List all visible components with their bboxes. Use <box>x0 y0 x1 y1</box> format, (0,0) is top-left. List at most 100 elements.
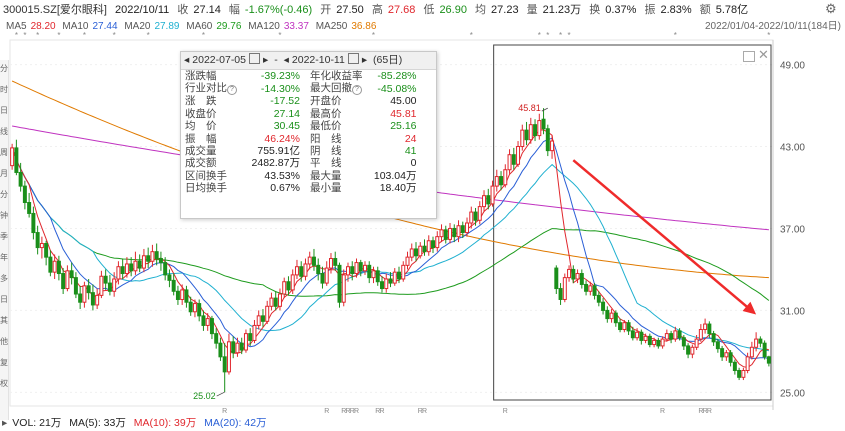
candle[interactable] <box>129 263 134 272</box>
candle[interactable] <box>732 361 737 371</box>
period-tab[interactable]: 分 <box>0 190 8 199</box>
candle[interactable] <box>660 338 665 347</box>
candle[interactable] <box>613 312 618 324</box>
candle[interactable] <box>694 338 699 348</box>
event-marker-icon[interactable]: * <box>278 31 281 40</box>
candle[interactable] <box>56 260 61 275</box>
candle[interactable] <box>588 285 593 292</box>
candle[interactable] <box>201 315 206 326</box>
candle[interactable] <box>749 346 754 358</box>
period-tab[interactable]: 权 <box>0 379 8 388</box>
candle[interactable] <box>18 171 23 187</box>
candle[interactable] <box>175 290 180 300</box>
candle[interactable] <box>265 305 270 322</box>
candle[interactable] <box>550 140 555 152</box>
candle[interactable] <box>341 274 346 303</box>
event-marker-icon[interactable]: * <box>57 31 60 40</box>
period-tab[interactable]: 复 <box>0 358 8 367</box>
candle[interactable] <box>82 285 87 303</box>
candle[interactable] <box>707 323 712 335</box>
candle[interactable] <box>22 185 27 204</box>
candle[interactable] <box>443 229 448 240</box>
candle[interactable] <box>431 240 436 249</box>
candle[interactable] <box>516 146 521 165</box>
candle[interactable] <box>345 266 350 276</box>
event-marker-icon[interactable]: * <box>113 31 116 40</box>
popup-next-icon[interactable]: ▸ <box>263 54 269 66</box>
candle[interactable] <box>452 227 457 238</box>
rights-marker-icon[interactable]: R <box>354 408 359 415</box>
candle[interactable] <box>375 270 380 283</box>
period-tab[interactable]: 周 <box>0 148 8 157</box>
candle[interactable] <box>494 176 499 187</box>
candle[interactable] <box>528 124 533 141</box>
candle[interactable] <box>209 318 214 335</box>
popup-end-date[interactable]: 2022-10-11 <box>291 54 345 66</box>
candle[interactable] <box>741 369 746 378</box>
candle[interactable] <box>171 279 176 292</box>
candle[interactable] <box>137 260 142 269</box>
candle[interactable] <box>218 342 223 358</box>
candle[interactable] <box>48 256 53 273</box>
candle[interactable] <box>460 225 465 234</box>
candle[interactable] <box>426 240 431 253</box>
candle[interactable] <box>260 315 265 322</box>
candle[interactable] <box>222 356 227 373</box>
candle[interactable] <box>303 263 308 277</box>
period-tab[interactable]: 时 <box>0 85 8 94</box>
candle[interactable] <box>643 335 648 341</box>
candle[interactable] <box>14 147 19 173</box>
candle[interactable] <box>61 273 66 290</box>
period-tab[interactable]: 线 <box>0 127 8 136</box>
event-marker-icon[interactable]: * <box>147 31 150 40</box>
period-tab[interactable]: 季 <box>0 232 8 241</box>
candle[interactable] <box>337 264 342 303</box>
candle[interactable] <box>698 329 703 340</box>
candle[interactable] <box>469 211 474 224</box>
candle[interactable] <box>669 333 674 340</box>
candle[interactable] <box>592 285 597 296</box>
candle[interactable] <box>99 275 104 296</box>
candle[interactable] <box>405 256 410 266</box>
event-marker-icon[interactable]: * <box>538 31 541 40</box>
period-tab[interactable]: 钟 <box>0 211 8 220</box>
candle[interactable] <box>363 264 367 272</box>
candle[interactable] <box>35 232 40 249</box>
candle[interactable] <box>269 297 274 307</box>
candle[interactable] <box>154 251 159 260</box>
period-tab[interactable]: 其 <box>0 316 8 325</box>
event-marker-icon[interactable]: * <box>372 31 375 40</box>
candle[interactable] <box>10 147 15 167</box>
period-tab[interactable]: 年 <box>0 253 8 262</box>
candle[interactable] <box>596 294 601 303</box>
candle[interactable] <box>380 281 384 290</box>
candle[interactable] <box>562 277 567 300</box>
candle[interactable] <box>243 333 248 351</box>
candle[interactable] <box>150 251 155 262</box>
candle[interactable] <box>584 283 589 292</box>
candle[interactable] <box>482 195 487 208</box>
candle[interactable] <box>286 281 291 291</box>
rights-marker-icon[interactable]: R <box>698 408 703 415</box>
popup-prev-end-icon[interactable]: ◂ <box>283 54 289 66</box>
candle[interactable] <box>728 352 733 363</box>
candle[interactable] <box>39 242 44 249</box>
candle[interactable] <box>401 264 406 280</box>
candle[interactable] <box>44 242 49 258</box>
candle[interactable] <box>724 352 729 358</box>
candle[interactable] <box>477 206 482 221</box>
candle[interactable] <box>180 289 185 300</box>
event-marker-icon[interactable]: * <box>567 31 570 40</box>
candle[interactable] <box>758 338 763 344</box>
candle[interactable] <box>414 248 418 257</box>
candle[interactable] <box>537 120 542 137</box>
candle[interactable] <box>86 285 91 294</box>
period-tab[interactable]: 分 <box>0 64 8 73</box>
candle[interactable] <box>282 281 287 295</box>
candle[interactable] <box>652 339 657 346</box>
candle[interactable] <box>626 322 631 332</box>
candle[interactable] <box>103 275 108 284</box>
interval-selection-box[interactable] <box>493 44 772 401</box>
interval-stats-popup[interactable]: ◂ 2022-07-05 ▸ - ◂ 2022-10-11 ▸ (65日) 涨跌幅 -39… <box>180 51 437 219</box>
